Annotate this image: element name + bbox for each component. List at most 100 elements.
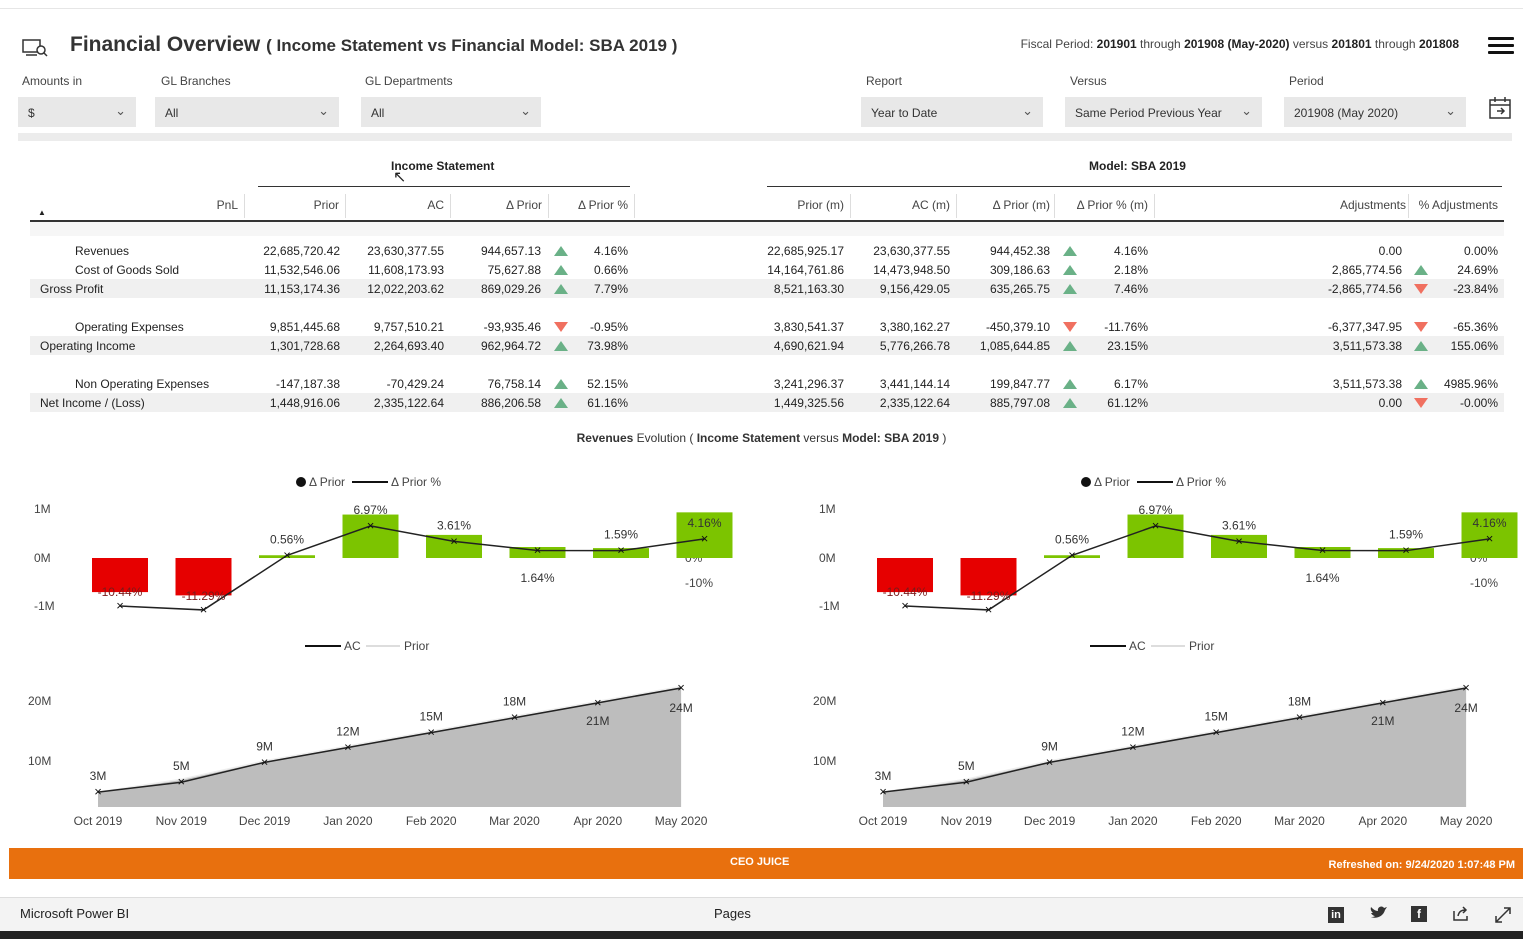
adjustments-pct-value: -0.00% [1459, 396, 1498, 410]
col-header-delta-prior-m[interactable]: Δ Prior (m) [992, 198, 1050, 212]
x-tick-label: Nov 2019 [156, 814, 208, 828]
trend-down-icon [1414, 398, 1428, 408]
line-marker-icon: × [344, 739, 352, 754]
line-marker-icon: × [594, 695, 602, 710]
model-underline [767, 186, 1502, 187]
x-tick-label: Apr 2020 [573, 814, 622, 828]
period-label: Period [1289, 74, 1324, 88]
sort-ascending-icon[interactable]: ▲ [38, 208, 46, 217]
table-row[interactable]: Operating Expenses 9,851,445.68 9,757,510.… [30, 317, 1504, 336]
col-header-adjustments[interactable]: Adjustments [1339, 198, 1406, 212]
prior-m-value: 1,449,325.56 [773, 396, 844, 410]
delta-prior-m-value: 1,085,644.85 [979, 339, 1050, 353]
trend-up-icon [554, 246, 568, 256]
col-header-prior[interactable]: Prior [313, 198, 339, 212]
legend-label: AC [344, 639, 361, 653]
ac-m-value: 9,156,429.05 [879, 282, 950, 296]
delta-prior-m-value: 309,186.63 [989, 263, 1050, 277]
legend-label: Prior [1189, 639, 1214, 653]
powerbi-app-name[interactable]: Microsoft Power BI [20, 906, 130, 921]
trend-up-icon [554, 341, 568, 351]
bar [1044, 555, 1100, 558]
ac-m-value: 2,335,122.64 [879, 396, 950, 410]
line-marker-icon: × [879, 784, 887, 799]
ac-value: 2,264,693.40 [373, 339, 444, 353]
line-marker-icon: × [511, 710, 519, 725]
prior-m-value: 4,690,621.94 [773, 339, 844, 353]
table-row[interactable]: Gross Profit 11,153,174.36 12,022,203.62 86… [30, 279, 1504, 298]
data-label: 0.56% [270, 532, 304, 546]
linkedin-icon[interactable]: in [1328, 905, 1344, 923]
col-header-delta-prior-pct-m[interactable]: Δ Prior % (m) [1076, 198, 1148, 212]
calendar-export-icon[interactable] [1488, 95, 1514, 121]
report-dropdown[interactable]: Year to Date ⌄ [861, 97, 1043, 127]
delta-prior-pct-value: 52.15% [587, 377, 628, 391]
facebook-icon[interactable]: f [1411, 905, 1427, 922]
col-header-ac-m[interactable]: AC (m) [912, 198, 950, 212]
mouse-cursor-icon: ↖ [393, 169, 407, 186]
line-marker-icon: × [261, 754, 269, 769]
table-row[interactable]: Non Operating Expenses -147,187.38 -70,429… [30, 374, 1504, 393]
col-header-prior-m[interactable]: Prior (m) [797, 198, 844, 212]
adjustments-value: 0.00 [1378, 396, 1402, 410]
twitter-icon[interactable] [1370, 905, 1388, 925]
amounts-dropdown[interactable]: $ ⌄ [18, 97, 136, 127]
col-header-delta-prior-pct[interactable]: Δ Prior % [577, 198, 628, 212]
chart-section-title: Revenues Evolution ( Income Statement ve… [576, 431, 947, 445]
col-header-adjustments-pct[interactable]: % Adjustments [1418, 198, 1498, 212]
table-row[interactable]: Revenues 22,685,720.42 23,630,377.55 944,65… [30, 241, 1504, 260]
y-tick-label: 10M [28, 754, 51, 768]
versus-dropdown[interactable]: Same Period Previous Year ⌄ [1065, 97, 1262, 127]
delta-prior-value: 962,964.72 [480, 339, 541, 353]
trend-up-icon [1063, 284, 1077, 294]
trend-up-icon [1063, 265, 1077, 275]
hamburger-menu-icon[interactable] [1488, 37, 1514, 57]
ac-value: 23,630,377.55 [367, 244, 444, 258]
share-icon[interactable] [1452, 905, 1470, 925]
data-label: 5M [958, 759, 975, 773]
prior-m-value: 14,164,761.86 [767, 263, 844, 277]
adjustments-pct-value: 0.00% [1463, 244, 1498, 258]
data-label: 15M [1205, 710, 1228, 724]
expand-icon[interactable] [1493, 905, 1513, 929]
chevron-down-icon: ⌄ [115, 103, 126, 118]
line-marker-icon: × [985, 602, 993, 617]
ac-m-value: 23,630,377.55 [873, 244, 950, 258]
trend-up-icon [554, 379, 568, 389]
bar [593, 548, 649, 558]
bar [426, 534, 482, 558]
page-title: Financial Overview ( Income Statement vs… [70, 33, 678, 56]
col-header-delta-prior[interactable]: Δ Prior [505, 198, 542, 212]
gl-departments-dropdown[interactable]: All ⌄ [361, 97, 541, 127]
bar [1211, 534, 1267, 558]
bar [1294, 547, 1351, 558]
line-marker-icon: × [116, 598, 124, 613]
prior-line [882, 685, 1467, 793]
ac-m-value: 14,473,948.50 [873, 263, 950, 277]
line-marker-icon: × [1486, 531, 1494, 546]
data-label: 1.64% [1305, 571, 1339, 585]
line-marker-icon: × [1296, 710, 1304, 725]
trend-down-icon [1414, 322, 1428, 332]
col-header-ac[interactable]: AC [427, 198, 444, 212]
adjustments-value: 2,865,774.56 [1331, 263, 1402, 277]
trend-up-icon [1063, 398, 1077, 408]
col-header-pnl[interactable]: PnL [216, 198, 238, 212]
pages-button[interactable]: Pages [714, 906, 751, 921]
delta-prior-value: 886,206.58 [480, 396, 541, 410]
row-label: Net Income / (Loss) [40, 396, 145, 410]
delta-prior-pct-m-value: 7.46% [1113, 282, 1148, 296]
table-row[interactable]: Net Income / (Loss) 1,448,916.06 2,335,122… [30, 393, 1504, 412]
table-row[interactable]: Cost of Goods Sold 11,532,546.06 11,608,17… [30, 260, 1504, 279]
ac-m-value: 3,441,144.14 [879, 377, 950, 391]
table-row[interactable]: Operating Income 1,301,728.68 2,264,693.40… [30, 336, 1504, 355]
bar [342, 514, 399, 558]
legend-label: AC [1129, 639, 1146, 653]
prior-m-value: 22,685,925.17 [767, 244, 844, 258]
bar [92, 558, 148, 593]
gl-branches-dropdown[interactable]: All ⌄ [155, 97, 339, 127]
period-dropdown[interactable]: 201908 (May 2020) ⌄ [1284, 97, 1466, 127]
data-label: 9M [1041, 739, 1058, 753]
line-marker-icon: × [450, 533, 458, 548]
data-label: 15M [420, 710, 443, 724]
